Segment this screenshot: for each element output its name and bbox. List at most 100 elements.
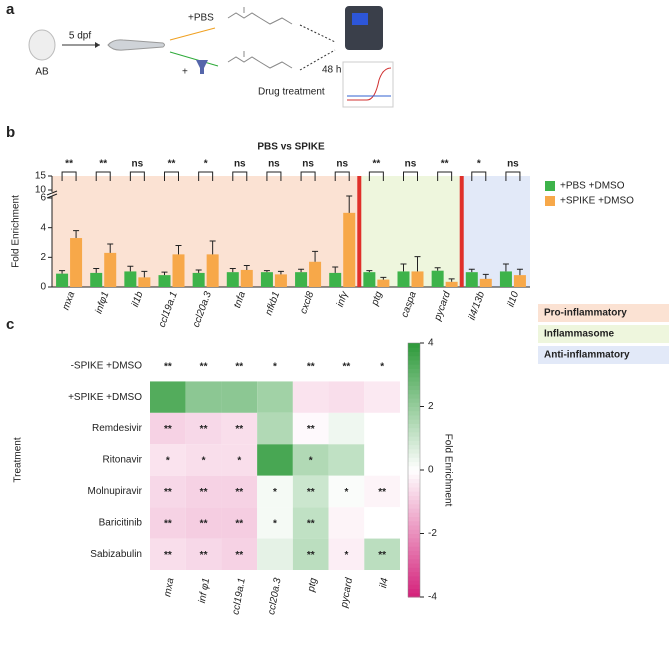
- cell-annotation: *: [309, 456, 313, 467]
- molecule: [227, 51, 293, 69]
- column-label: ptg: [306, 577, 319, 594]
- bar: [158, 275, 171, 287]
- y-tick-label: 15: [35, 171, 47, 182]
- cell-annotation: *: [273, 361, 277, 372]
- error-bar: [195, 269, 202, 273]
- significance-label: *: [204, 159, 208, 170]
- colorbar-segment: [408, 529, 420, 534]
- colorbar-segment: [408, 486, 420, 492]
- colorbar-segment: [408, 419, 420, 424]
- heatmap-cell: [150, 381, 186, 413]
- colorbar-segment: [408, 406, 420, 412]
- axis-break: [46, 193, 58, 199]
- colorbar-segment: [408, 461, 420, 467]
- heatmap-cell: [150, 444, 186, 476]
- bar: [240, 269, 253, 287]
- heatmap-cell: [221, 350, 258, 382]
- cell-annotation: **: [307, 518, 315, 529]
- cell-annotation: **: [235, 424, 243, 435]
- error-bar: [468, 268, 475, 273]
- cell-annotation: **: [307, 487, 315, 498]
- colorbar-segment: [408, 537, 420, 543]
- significance-label: ns: [405, 159, 417, 170]
- colorbar-segment: [408, 453, 420, 458]
- colorbar-segment: [408, 343, 420, 348]
- error-bar: [400, 263, 407, 272]
- duration: 48 h: [322, 65, 341, 76]
- heatmap-cell: [185, 444, 222, 476]
- error-bar: [502, 263, 509, 272]
- arrow-head: [95, 42, 100, 48]
- significance-label: ns: [132, 159, 144, 170]
- heatmap-cell: [364, 507, 400, 539]
- x-tick-label: mxa: [61, 290, 78, 312]
- colorbar-segment: [408, 503, 420, 509]
- error-bar: [298, 268, 305, 273]
- x-tick-label: il4/13b: [467, 290, 488, 322]
- colorbar-segment: [408, 541, 420, 547]
- legend-swatch: [545, 196, 555, 206]
- colorbar-segment: [408, 448, 420, 454]
- y-axis-label: Treatment: [13, 437, 24, 482]
- bar: [465, 272, 478, 287]
- x-tick-label: infφ1: [93, 290, 111, 315]
- heatmap-cell: [328, 412, 365, 445]
- heatmap-cell: [328, 381, 365, 413]
- bar: [172, 254, 185, 287]
- y-tick-label: 6: [40, 193, 46, 204]
- x-tick-label: caspa: [399, 290, 419, 319]
- arrow: [299, 49, 336, 71]
- cell-annotation: **: [343, 361, 351, 372]
- legend-label: +PBS +DMSO: [560, 181, 625, 192]
- colorbar-segment: [408, 499, 420, 505]
- error-bar: [414, 256, 421, 272]
- heatmap-cell: [150, 350, 186, 382]
- x-tick-label: il10: [506, 290, 522, 309]
- colorbar-segment: [408, 554, 420, 560]
- x-tick-label: ccl20a.3: [191, 290, 214, 329]
- colorbar-segment: [408, 410, 420, 416]
- colorbar-segment: [408, 347, 420, 352]
- bar: [363, 272, 376, 287]
- drug-label: Drug treatment: [258, 87, 325, 98]
- colorbar-segment: [408, 550, 420, 556]
- bar: [192, 272, 205, 287]
- error-bar: [229, 267, 236, 273]
- heatmap-cell: [257, 444, 293, 476]
- cell-annotation: **: [200, 550, 208, 561]
- colorbar-segment: [408, 520, 420, 526]
- error-bar: [380, 276, 387, 280]
- panel-label: c: [6, 316, 14, 333]
- y-tick-label: 2: [40, 252, 46, 263]
- heatmap-cell: [257, 538, 293, 570]
- cell-annotation: **: [235, 487, 243, 498]
- panel-label: a: [6, 1, 15, 18]
- legend-group-box: [538, 304, 669, 322]
- colorbar-segment: [408, 525, 420, 530]
- heatmap-cell: [328, 507, 365, 539]
- significance-label: **: [65, 159, 73, 170]
- column-label: ccl20a.3: [266, 577, 283, 616]
- error-bar: [277, 270, 284, 275]
- cell-annotation: *: [344, 487, 348, 498]
- error-bar: [127, 265, 134, 272]
- column-label: inf φ1: [197, 577, 212, 604]
- cell-annotation: **: [200, 424, 208, 435]
- cell-annotation: **: [307, 424, 315, 435]
- significance-label: **: [372, 159, 380, 170]
- significance-label: ns: [302, 159, 314, 170]
- bar: [226, 272, 239, 287]
- error-bar: [209, 240, 216, 255]
- heatmap-cell: [364, 538, 400, 570]
- colorbar-segment: [408, 495, 420, 501]
- colorbar-segment: [408, 571, 420, 577]
- cell-annotation: **: [164, 487, 172, 498]
- heatmap-cell: [257, 507, 293, 539]
- colorbar-segment: [408, 508, 420, 513]
- row-label: Baricitinib: [99, 517, 143, 528]
- cell-annotation: **: [307, 550, 315, 561]
- colorbar-segment: [408, 436, 420, 441]
- colorbar-tick-label: -2: [428, 528, 437, 539]
- cell-annotation: *: [273, 518, 277, 529]
- error-bar: [263, 270, 270, 273]
